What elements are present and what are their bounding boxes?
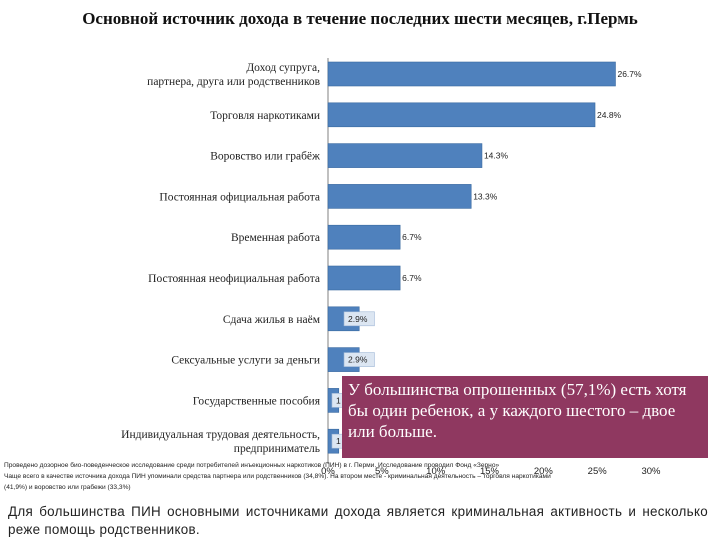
bars-layer: Доход супруга, партнера, друга или родств… — [121, 58, 661, 477]
x-tick-label: 20% — [534, 466, 554, 477]
value-label: 24.8% — [597, 110, 622, 120]
footnote-line-2: Чаще всего в качестве источника дохода П… — [4, 473, 551, 480]
x-tick-label: 0% — [321, 466, 335, 477]
value-label: 14.3% — [484, 151, 509, 161]
category-label: Постоянная неофициальная работа — [148, 273, 320, 285]
footnote-line-1: Проведено дозорное био-поведенческое исс… — [4, 462, 500, 469]
bar — [327, 224, 401, 250]
bar — [327, 61, 616, 87]
value-label: 2.9% — [348, 355, 368, 365]
value-label-box — [343, 311, 375, 327]
bar — [327, 184, 472, 209]
chart-title: Основной источник дохода в течение после… — [82, 9, 638, 28]
category-label: Государственные пособия — [193, 395, 321, 407]
footnote-line-3: (41,9%) и воровство или грабежи (33,3%) — [4, 484, 131, 491]
category-label: Временная работа — [231, 232, 320, 244]
category-label: Торговля наркотиками — [210, 110, 320, 122]
category-label: Сдача жилья в наём — [223, 314, 321, 326]
value-label: 6.7% — [402, 273, 422, 283]
category-label: Доход супруга, партнера, друга или родств… — [147, 62, 320, 88]
x-tick-label: 30% — [641, 466, 661, 477]
value-label: 2.9% — [348, 314, 368, 324]
value-label: 1 — [336, 436, 341, 446]
callout-box: У большинства опрошенных (57,1%) есть хо… — [342, 376, 708, 458]
x-tick-label: 25% — [588, 466, 608, 477]
conclusion-text: Для большинства ПИН основными источникам… — [8, 504, 708, 537]
value-label: 13.3% — [473, 191, 498, 201]
bar — [327, 102, 596, 128]
x-tick-label: 10% — [426, 466, 446, 477]
bar — [327, 143, 483, 168]
value-label-box — [343, 352, 375, 367]
category-label: Сексуальные услуги за деньги — [171, 355, 320, 367]
value-label: 26.7% — [617, 69, 642, 79]
category-label: Индивидуальная трудовая деятельность, пре… — [121, 429, 320, 455]
value-label: 6.7% — [402, 232, 422, 242]
category-label: Воровство или грабёж — [210, 151, 320, 163]
x-tick-label: 15% — [480, 466, 500, 477]
bar — [327, 265, 401, 291]
x-tick-label: 5% — [375, 466, 389, 477]
category-label: Постоянная официальная работа — [159, 191, 320, 203]
value-label: 1 — [336, 395, 341, 405]
